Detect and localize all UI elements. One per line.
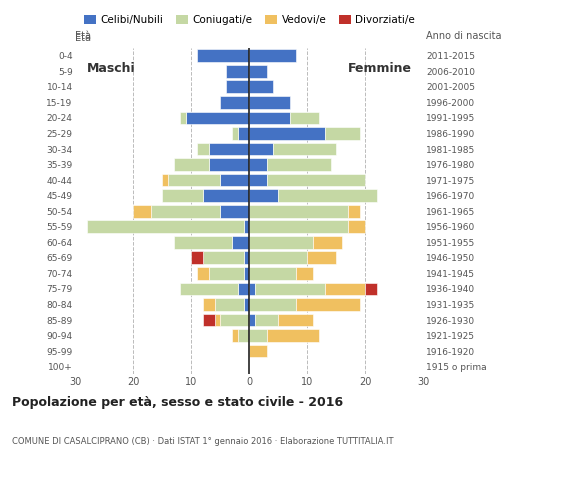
Bar [296, 298, 360, 311]
Bar [232, 329, 238, 342]
Bar [278, 189, 377, 202]
Bar [203, 313, 215, 326]
Text: Popolazione per età, sesso e stato civile - 2016: Popolazione per età, sesso e stato civil… [12, 396, 343, 409]
Bar [174, 236, 232, 249]
Bar [203, 252, 244, 264]
Bar [255, 283, 325, 295]
Bar [348, 205, 360, 217]
Bar [267, 158, 331, 171]
Bar [249, 158, 267, 171]
Bar [238, 127, 249, 140]
Bar [348, 220, 365, 233]
Bar [209, 158, 249, 171]
Bar [180, 283, 238, 295]
Bar [238, 283, 249, 295]
Bar [249, 96, 290, 109]
Bar [151, 205, 220, 217]
Bar [267, 174, 365, 187]
Bar [238, 329, 249, 342]
Bar [191, 252, 203, 264]
Text: Maschi: Maschi [87, 62, 136, 75]
Bar [255, 313, 278, 326]
Bar [215, 313, 220, 326]
Bar [249, 65, 267, 78]
Bar [249, 252, 307, 264]
Bar [226, 65, 249, 78]
Bar [215, 298, 244, 311]
Bar [133, 205, 151, 217]
Bar [249, 174, 267, 187]
Bar [249, 49, 296, 62]
Bar [197, 49, 249, 62]
Bar [249, 81, 273, 93]
Bar [174, 158, 209, 171]
Bar [232, 127, 238, 140]
Bar [162, 174, 168, 187]
Bar [249, 313, 255, 326]
Bar [168, 174, 220, 187]
Bar [249, 345, 267, 358]
Bar [249, 189, 278, 202]
Bar [180, 111, 186, 124]
Bar [203, 189, 249, 202]
Bar [244, 298, 249, 311]
Bar [365, 283, 377, 295]
Bar [197, 267, 209, 280]
Bar [273, 143, 336, 156]
Bar [278, 313, 313, 326]
Bar [162, 189, 203, 202]
Bar [307, 252, 336, 264]
Text: Anno di nascita: Anno di nascita [426, 31, 502, 41]
Bar [209, 143, 249, 156]
Bar [220, 174, 249, 187]
Text: Femmine: Femmine [348, 62, 412, 75]
Bar [325, 283, 365, 295]
Bar [249, 267, 296, 280]
Legend: Celibi/Nubili, Coniugati/e, Vedovi/e, Divorziati/e: Celibi/Nubili, Coniugati/e, Vedovi/e, Di… [79, 11, 419, 29]
Bar [220, 313, 249, 326]
Bar [186, 111, 249, 124]
Bar [220, 96, 249, 109]
Bar [203, 298, 215, 311]
Bar [249, 283, 255, 295]
Bar [249, 111, 290, 124]
Bar [197, 143, 209, 156]
Bar [87, 220, 244, 233]
Text: COMUNE DI CASALCIPRANO (CB) · Dati ISTAT 1° gennaio 2016 · Elaborazione TUTTITAL: COMUNE DI CASALCIPRANO (CB) · Dati ISTAT… [12, 437, 393, 446]
Bar [249, 143, 273, 156]
Text: Età: Età [75, 31, 92, 41]
Bar [313, 236, 342, 249]
Bar [249, 236, 313, 249]
Bar [249, 205, 348, 217]
Bar [220, 205, 249, 217]
Text: Età: Età [75, 33, 92, 43]
Bar [209, 267, 244, 280]
Bar [267, 329, 319, 342]
Bar [226, 81, 249, 93]
Bar [244, 267, 249, 280]
Bar [290, 111, 319, 124]
Bar [249, 127, 325, 140]
Bar [244, 220, 249, 233]
Bar [249, 329, 267, 342]
Bar [325, 127, 360, 140]
Bar [244, 252, 249, 264]
Bar [249, 220, 348, 233]
Bar [232, 236, 249, 249]
Bar [296, 267, 313, 280]
Bar [249, 298, 296, 311]
